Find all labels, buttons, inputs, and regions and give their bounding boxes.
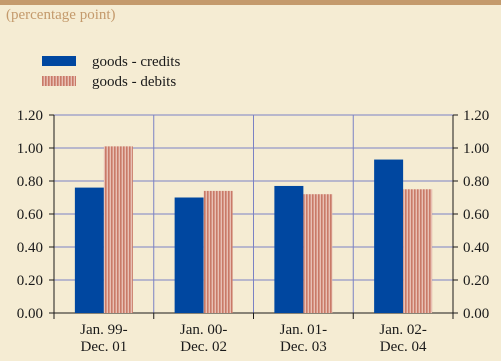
y-tick-label-left: 0.00: [17, 306, 43, 322]
legend-swatch: [42, 76, 76, 86]
x-tick-label: Dec. 03: [280, 339, 327, 355]
y-tick-label-right: 1.00: [463, 141, 489, 157]
y-tick-label-right: 0.20: [463, 273, 489, 289]
y-tick-label-left: 0.40: [17, 240, 43, 256]
y-tick-label-left: 0.20: [17, 273, 43, 289]
top-rule: [0, 0, 501, 5]
y-tick-label-left: 0.80: [17, 174, 43, 190]
bar-debits: [203, 190, 233, 313]
x-tick-label: Dec. 04: [380, 339, 427, 355]
y-tick-label-right: 0.40: [463, 240, 489, 256]
y-tick-label-right: 0.80: [463, 174, 489, 190]
bar-debits: [103, 146, 133, 313]
legend-swatch: [42, 56, 76, 66]
y-tick-label-left: 1.20: [17, 108, 43, 124]
y-tick-label-left: 0.60: [17, 207, 43, 223]
y-tick-label-right: 1.20: [463, 108, 489, 124]
bar-debits: [303, 194, 333, 313]
x-tick-label: Dec. 01: [81, 339, 128, 355]
bar-credits: [274, 185, 304, 313]
bar-credits: [174, 197, 204, 313]
plot-area: 0.00 0.00 0.20 0.20 0.40 0.40 0.60 0.60 0.80 0.80…: [17, 108, 490, 355]
bar-debits: [403, 189, 433, 313]
y-tick-label-right: 0.00: [463, 306, 489, 322]
x-tick-label: Dec. 02: [180, 339, 227, 355]
bar-credits: [74, 187, 104, 313]
y-tick-label-right: 0.60: [463, 207, 489, 223]
legend-label: goods - credits: [92, 54, 180, 70]
legend-label: goods - debits: [92, 74, 176, 90]
x-tick-label: Jan. 01-: [280, 322, 328, 338]
y-tick-label-left: 1.00: [17, 141, 43, 157]
bar-credits: [374, 159, 404, 313]
x-tick-label: Jan. 02-: [379, 322, 427, 338]
chart-subtitle: (percentage point): [6, 7, 116, 23]
chart-legend: goods - credits goods - debits: [42, 54, 180, 90]
x-tick-label: Jan. 00-: [180, 322, 228, 338]
x-tick-label: Jan. 99-: [80, 322, 128, 338]
